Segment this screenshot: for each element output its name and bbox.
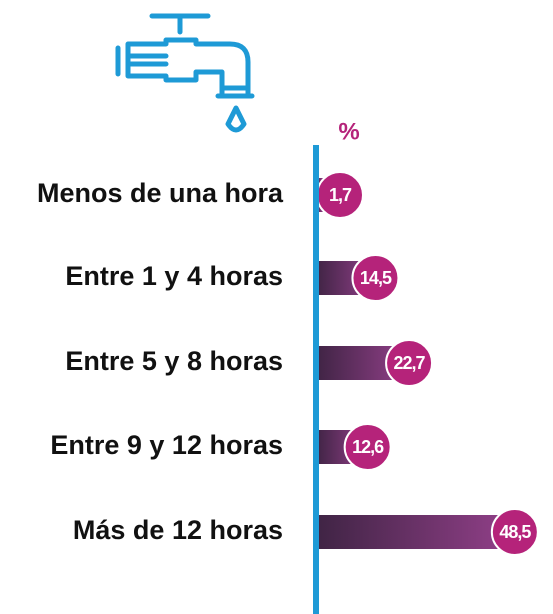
category-label: Entre 9 y 12 horas (50, 430, 283, 460)
value-label: 14,5 (360, 268, 392, 288)
bar (316, 515, 515, 549)
value-label: 1,7 (329, 185, 352, 205)
value-badge (490, 508, 539, 556)
value-badge (385, 339, 434, 387)
value-badge (343, 423, 392, 471)
value-label: 48,5 (499, 522, 531, 542)
category-label: Entre 1 y 4 horas (65, 261, 283, 291)
value-label: 22,7 (394, 353, 426, 373)
category-label: Entre 5 y 8 horas (65, 346, 283, 376)
value-badge (351, 254, 400, 302)
category-label: Más de 12 horas (73, 515, 283, 545)
category-label: Menos de una hora (37, 178, 284, 208)
unit-label: % (338, 118, 359, 145)
value-label: 12,6 (352, 437, 384, 457)
faucet-icon (115, 13, 255, 133)
